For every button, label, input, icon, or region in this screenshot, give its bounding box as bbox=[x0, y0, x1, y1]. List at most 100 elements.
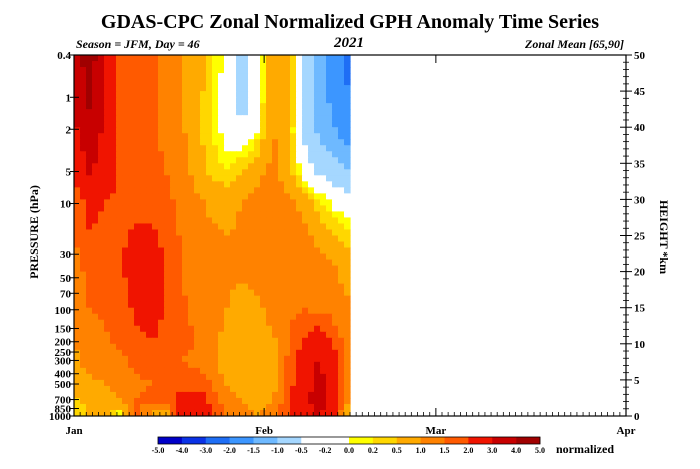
heatmap-cell bbox=[158, 139, 165, 146]
heatmap-cell bbox=[278, 379, 285, 387]
heatmap-cell bbox=[308, 145, 315, 152]
heatmap-cell bbox=[320, 115, 327, 122]
heatmap-cell bbox=[170, 355, 177, 363]
heatmap-cell bbox=[200, 259, 207, 267]
heatmap-cell bbox=[212, 385, 219, 393]
heatmap-cell bbox=[212, 79, 219, 86]
heatmap-cell bbox=[212, 241, 219, 249]
heatmap-cell bbox=[308, 361, 315, 369]
heatmap-cell bbox=[188, 253, 195, 261]
colorbar-level-m2p0: -2.0 bbox=[223, 446, 236, 455]
heatmap-cell bbox=[74, 331, 81, 339]
heatmap-cell bbox=[206, 241, 213, 249]
heatmap-cell bbox=[134, 133, 141, 140]
heatmap-cell bbox=[212, 367, 219, 375]
heatmap-cell bbox=[338, 151, 345, 158]
heatmap-cell bbox=[104, 373, 111, 381]
colorbar-level-2p0: 2.0 bbox=[463, 446, 473, 455]
heatmap-cell bbox=[170, 361, 177, 369]
heatmap-cell bbox=[260, 217, 267, 225]
heatmap-cell bbox=[110, 361, 117, 369]
heatmap-cell bbox=[74, 325, 81, 333]
heatmap-cell bbox=[122, 295, 129, 303]
heatmap-cell bbox=[266, 211, 273, 219]
heatmap-cell bbox=[98, 337, 105, 345]
heatmap-cell bbox=[284, 403, 291, 411]
pressure-tick-label-50: 50 bbox=[60, 273, 72, 285]
heatmap-cell bbox=[176, 145, 183, 152]
heatmap-cell bbox=[320, 313, 327, 321]
heatmap-cell bbox=[302, 169, 309, 176]
heatmap-cell bbox=[302, 397, 309, 405]
heatmap-cell bbox=[344, 121, 351, 128]
heatmap-cell bbox=[74, 301, 81, 309]
heatmap-cell bbox=[176, 157, 183, 164]
heatmap-cell bbox=[110, 391, 117, 399]
heatmap-cell bbox=[158, 283, 165, 291]
heatmap-cell bbox=[128, 241, 135, 249]
heatmap-cell bbox=[182, 115, 189, 122]
heatmap-cell bbox=[158, 229, 165, 237]
heatmap-cell bbox=[188, 205, 195, 213]
heatmap-cell bbox=[152, 385, 159, 393]
heatmap-cell bbox=[206, 283, 213, 291]
heatmap-cell bbox=[176, 253, 183, 261]
heatmap-cell bbox=[278, 361, 285, 369]
heatmap-cell bbox=[134, 331, 141, 339]
heatmap-cell bbox=[326, 55, 333, 62]
heatmap-cell bbox=[158, 217, 165, 225]
heatmap-cell bbox=[290, 175, 297, 182]
pressure-tick-label-400: 400 bbox=[55, 369, 72, 381]
heatmap-cell bbox=[86, 67, 93, 74]
heatmap-cell bbox=[140, 373, 147, 381]
heatmap-cell bbox=[218, 187, 225, 194]
heatmap-cell bbox=[152, 229, 159, 237]
heatmap-cell bbox=[182, 205, 189, 213]
heatmap-cell bbox=[284, 193, 291, 200]
heatmap-cell bbox=[326, 211, 333, 219]
heatmap-cell bbox=[140, 343, 147, 351]
heatmap-cell bbox=[320, 73, 327, 80]
heatmap-cell bbox=[188, 151, 195, 158]
heatmap-cell bbox=[128, 313, 135, 321]
heatmap-cell bbox=[188, 61, 195, 68]
heatmap-cell bbox=[248, 343, 255, 351]
heatmap-cell bbox=[326, 349, 333, 357]
heatmap-cell bbox=[110, 223, 117, 231]
heatmap-cell bbox=[92, 79, 99, 86]
heatmap-cell bbox=[344, 73, 351, 80]
heatmap-cell bbox=[296, 139, 303, 146]
heatmap-cell bbox=[302, 61, 309, 68]
heatmap-cell bbox=[212, 55, 219, 62]
heatmap-cell bbox=[74, 121, 81, 128]
heatmap-cell bbox=[206, 211, 213, 219]
heatmap-cell bbox=[302, 319, 309, 327]
heatmap-cell bbox=[176, 283, 183, 291]
heatmap-cell bbox=[290, 151, 297, 158]
heatmap-cell bbox=[344, 175, 351, 182]
heatmap-cell bbox=[224, 187, 231, 194]
heatmap-cell bbox=[116, 205, 123, 213]
heatmap-cell bbox=[86, 121, 93, 128]
heatmap-cell bbox=[248, 187, 255, 194]
heatmap-cell bbox=[98, 313, 105, 321]
heatmap-cell bbox=[338, 139, 345, 146]
heatmap-cell bbox=[122, 331, 129, 339]
heatmap-cell bbox=[332, 265, 339, 273]
heatmap-cell bbox=[266, 289, 273, 297]
heatmap-cell bbox=[194, 61, 201, 68]
heatmap-cell bbox=[188, 223, 195, 231]
heatmap-cell bbox=[188, 319, 195, 327]
heatmap-cell bbox=[308, 157, 315, 164]
heatmap-cell bbox=[260, 301, 267, 309]
heatmap-cell bbox=[116, 109, 123, 116]
heatmap-cell bbox=[134, 271, 141, 279]
heatmap-cell bbox=[338, 265, 345, 273]
heatmap-cell bbox=[302, 223, 309, 231]
heatmap-cell bbox=[176, 139, 183, 146]
heatmap-cell bbox=[344, 127, 351, 134]
heatmap-cell bbox=[272, 289, 279, 297]
heatmap-cell bbox=[236, 283, 243, 291]
heatmap-cell bbox=[104, 283, 111, 291]
heatmap-cell bbox=[236, 223, 243, 231]
